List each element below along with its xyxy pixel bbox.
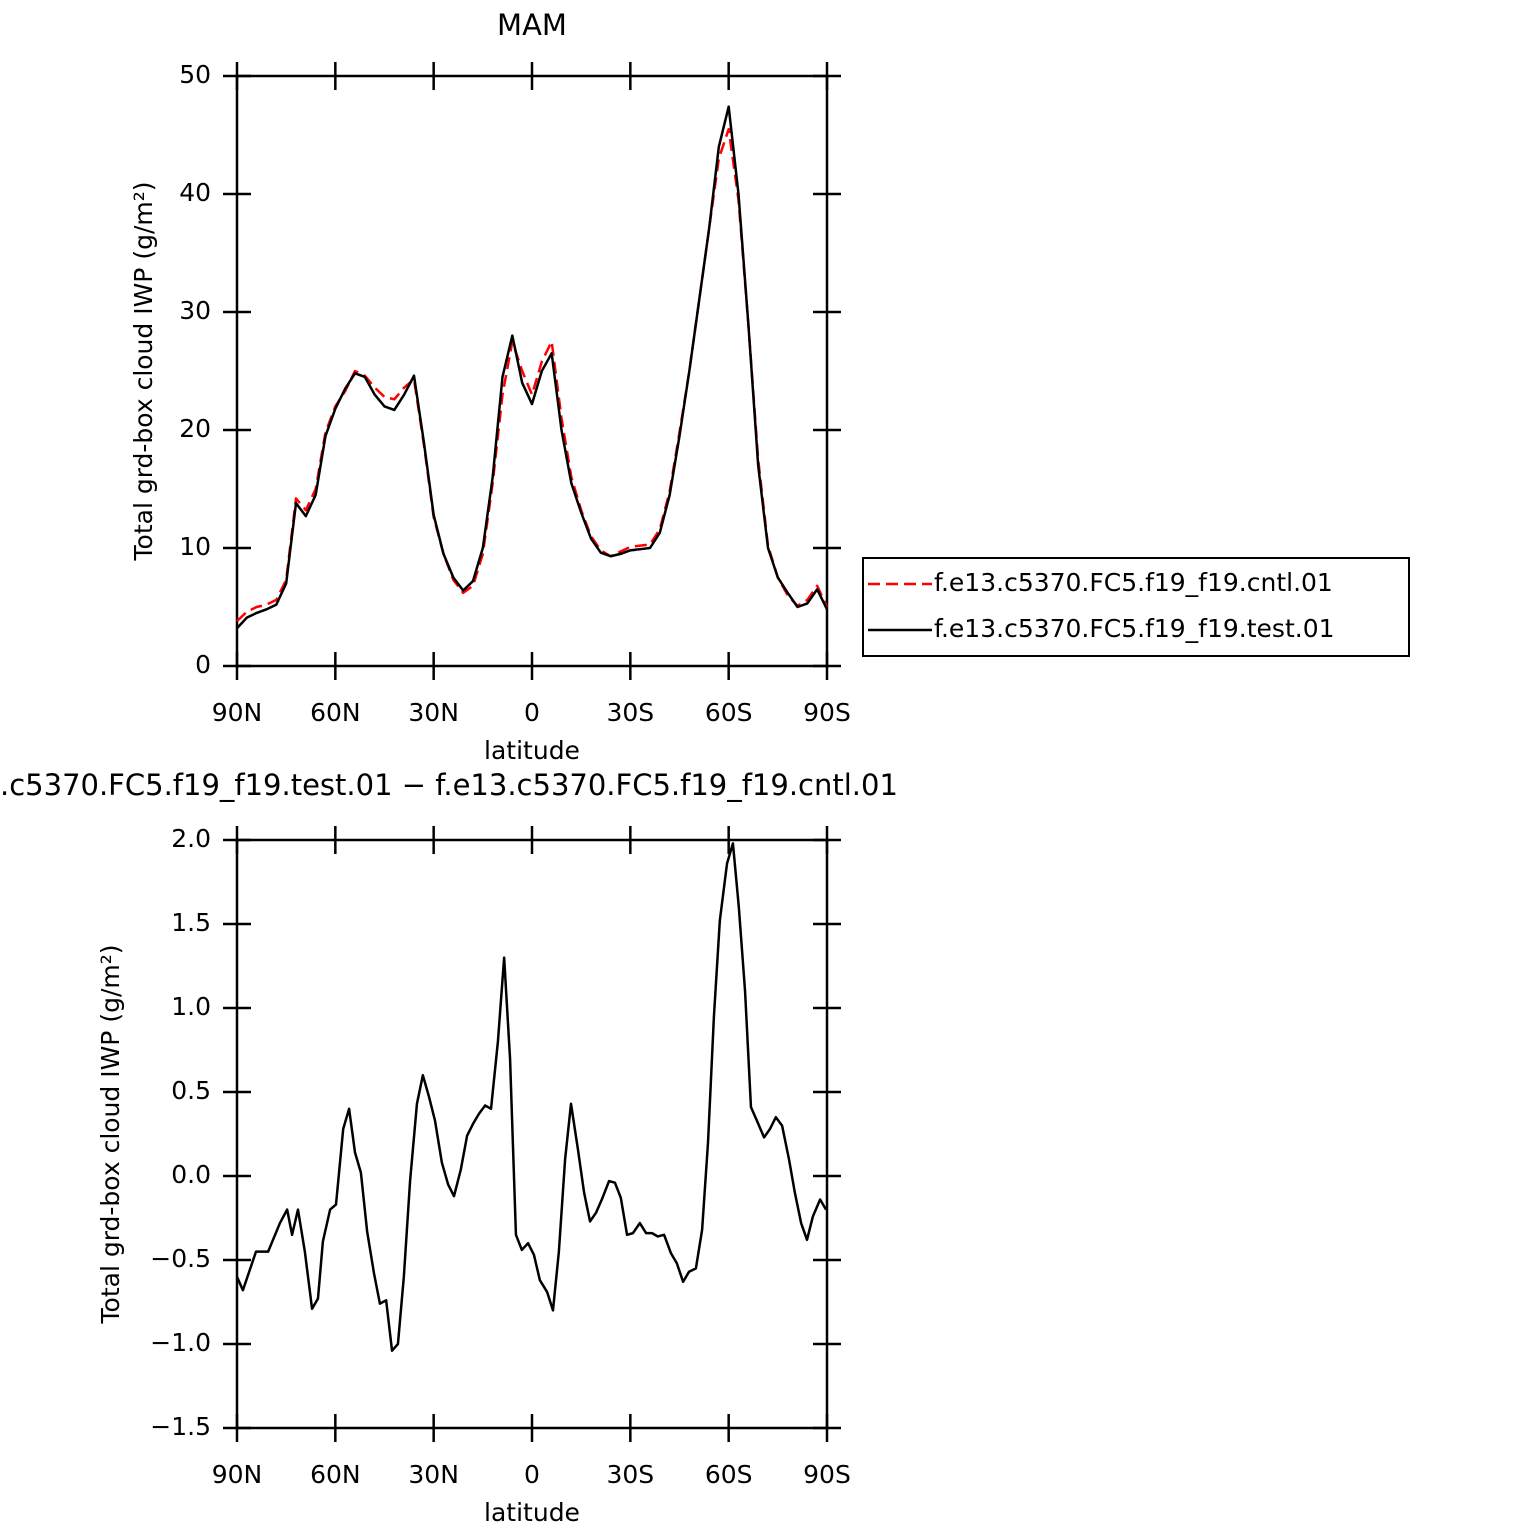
y-tick-label: 0.0 [171, 1160, 211, 1189]
data-line [235, 842, 828, 1352]
y-tick-label: −1.5 [150, 1412, 211, 1441]
x-tick-label: 30S [606, 1460, 654, 1489]
x-tick-label: 60N [310, 1460, 361, 1489]
y-tick-label: 40 [179, 178, 211, 207]
legend-label: f.e13.c5370.FC5.f19_f19.cntl.01 [934, 568, 1333, 597]
legend-label: f.e13.c5370.FC5.f19_f19.test.01 [934, 614, 1335, 643]
x-tick-label: 60S [705, 698, 753, 727]
y-tick-label: 10 [179, 532, 211, 561]
x-tick-label: 0 [524, 1460, 540, 1489]
chart-title: .c5370.FC5.f19_f19.test.01 − f.e13.c5370… [0, 768, 898, 802]
x-tick-label: 30N [408, 698, 459, 727]
x-axis-label: latitude [484, 1498, 580, 1527]
plot-frame [235, 74, 829, 668]
x-tick-label: 90N [212, 698, 263, 727]
y-tick-label: 1.0 [171, 992, 211, 1021]
x-tick-label: 90N [212, 1460, 263, 1489]
data-line [236, 105, 829, 630]
y-tick-label: 2.0 [171, 824, 211, 853]
y-tick-label: 1.5 [171, 908, 211, 937]
y-tick-label: 0 [195, 650, 211, 679]
x-tick-label: 90S [803, 698, 851, 727]
y-axis-label: Total grd-box cloud IWP (g/m²) [96, 944, 125, 1324]
y-tick-label: 50 [179, 60, 211, 89]
x-tick-label: 60S [705, 1460, 753, 1489]
plot-frame [235, 838, 829, 1430]
y-axis-label: Total grd-box cloud IWP (g/m²) [129, 181, 158, 561]
legend-box [862, 557, 1410, 657]
x-axis-label: latitude [484, 736, 580, 765]
y-tick-label: 20 [179, 414, 211, 443]
y-tick-label: 30 [179, 296, 211, 325]
x-tick-label: 30S [606, 698, 654, 727]
x-tick-label: 0 [524, 698, 540, 727]
x-tick-label: 30N [408, 1460, 459, 1489]
chart-title: MAM [497, 8, 567, 42]
y-tick-label: −0.5 [150, 1244, 211, 1273]
x-tick-label: 60N [310, 698, 361, 727]
x-tick-label: 90S [803, 1460, 851, 1489]
y-tick-label: 0.5 [171, 1076, 211, 1105]
y-tick-label: −1.0 [150, 1328, 211, 1357]
